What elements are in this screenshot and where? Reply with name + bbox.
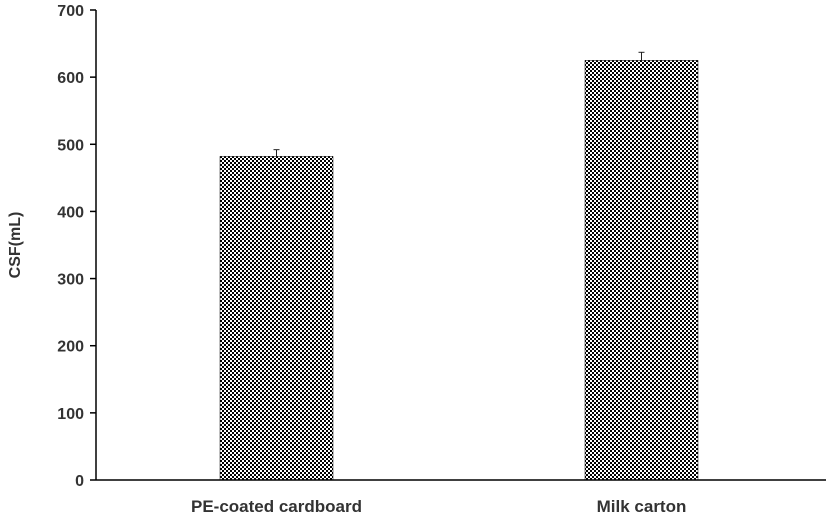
y-axis-title: CSF(mL): [7, 212, 24, 279]
y-tick-label: 500: [57, 137, 84, 154]
x-tick-label: PE-coated cardboard: [191, 497, 362, 516]
y-tick-label: 700: [57, 3, 84, 20]
y-tick-label: 600: [57, 70, 84, 87]
bars: [219, 51, 699, 481]
y-tick-label: 300: [57, 272, 84, 289]
y-tick-label: 400: [57, 204, 84, 221]
y-tick-label: 200: [57, 339, 84, 356]
x-tick-label: Milk carton: [597, 497, 687, 516]
error-bar: [638, 51, 645, 61]
error-bar: [273, 149, 280, 157]
bar: [219, 156, 334, 481]
bar: [584, 60, 699, 481]
y-tick-label: 0: [75, 473, 84, 490]
y-axis-ticks: 0 100 200 300 400 500 600 700: [57, 3, 96, 490]
y-tick-label: 100: [57, 406, 84, 423]
x-axis-labels: PE-coated cardboard Milk carton: [191, 497, 686, 516]
